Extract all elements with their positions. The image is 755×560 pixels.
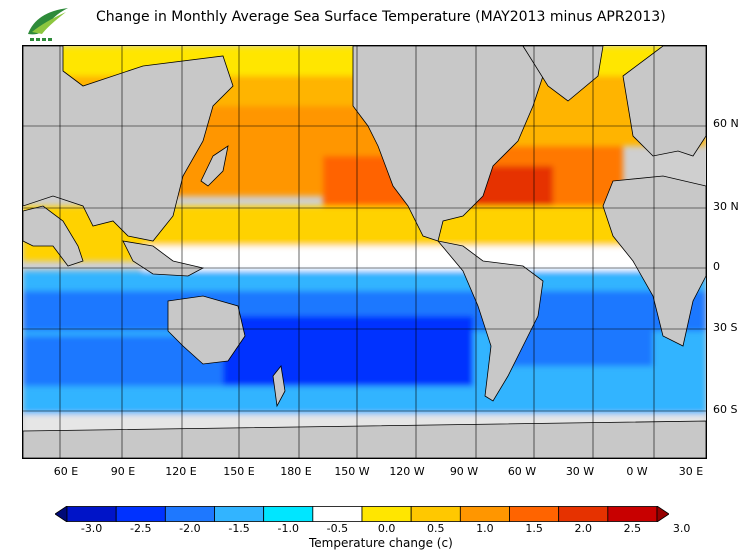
lon-label-120w: 120 W bbox=[389, 465, 425, 478]
lon-label-60w: 60 W bbox=[507, 465, 537, 478]
colorbar-swatch bbox=[164, 506, 215, 522]
lon-label-150w: 150 W bbox=[334, 465, 370, 478]
colorbar-swatch bbox=[115, 506, 166, 522]
colorbar-tick-label: -2.5 bbox=[130, 522, 152, 535]
colorbar-swatch bbox=[214, 506, 265, 522]
colorbar-tick-label: 1.5 bbox=[525, 522, 543, 535]
colorbar-min-arrow bbox=[55, 506, 68, 522]
colorbar-swatch bbox=[361, 506, 412, 522]
lon-label-0w: 0 W bbox=[626, 465, 648, 478]
sst-map bbox=[22, 45, 707, 459]
colorbar-swatch bbox=[66, 506, 117, 522]
colorbar-swatch bbox=[607, 506, 658, 522]
colorbar-tick-label: -1.5 bbox=[228, 522, 250, 535]
colorbar-swatch bbox=[410, 506, 461, 522]
colorbar-tick-label: 2.0 bbox=[574, 522, 593, 535]
lon-label-30w: 30 W bbox=[565, 465, 595, 478]
colorbar-max-arrow bbox=[656, 506, 669, 522]
land-masses bbox=[23, 46, 706, 458]
colorbar-tick-label: 0.5 bbox=[427, 522, 445, 535]
colorbar-title: Temperature change (c) bbox=[309, 536, 453, 550]
colorbar-swatch bbox=[459, 506, 510, 522]
lon-label-90w: 90 W bbox=[449, 465, 479, 478]
lon-label-30e: 30 E bbox=[678, 465, 704, 478]
colorbar-tick-label: -3.0 bbox=[80, 522, 103, 535]
colorbar-tick-label: -2.0 bbox=[179, 522, 201, 535]
colorbar-tick-label: -1.0 bbox=[277, 522, 299, 535]
lon-label-180e: 180 E bbox=[280, 465, 312, 478]
colorbar-tick-label: -0.5 bbox=[326, 522, 349, 535]
colorbar-swatch bbox=[558, 506, 609, 522]
lat-label-30n: 30 N bbox=[713, 200, 739, 213]
graticule bbox=[23, 46, 706, 458]
colorbar-tick-label: 2.5 bbox=[623, 522, 642, 535]
colorbar-swatch bbox=[312, 506, 363, 522]
colorbar-swatch bbox=[509, 506, 560, 522]
leaf-logo-icon bbox=[22, 4, 74, 48]
colorbar bbox=[55, 506, 669, 522]
colorbar-swatch bbox=[263, 506, 314, 522]
lat-label-60n: 60 N bbox=[713, 117, 739, 130]
lat-label-equator: 0 bbox=[713, 260, 720, 273]
lon-label-60e: 60 E bbox=[53, 465, 79, 478]
lat-label-60s: 60 S bbox=[713, 403, 738, 416]
lon-label-150e: 150 E bbox=[223, 465, 255, 478]
lat-label-30s: 30 S bbox=[713, 321, 738, 334]
colorbar-tick-label: 1.0 bbox=[476, 522, 494, 535]
lon-label-90e: 90 E bbox=[110, 465, 136, 478]
map-title: Change in Monthly Average Sea Surface Te… bbox=[96, 9, 666, 25]
lon-label-120e: 120 E bbox=[165, 465, 197, 478]
colorbar-tick-label: 0.0 bbox=[377, 522, 396, 535]
colorbar-tick-label: 3.0 bbox=[672, 522, 691, 535]
